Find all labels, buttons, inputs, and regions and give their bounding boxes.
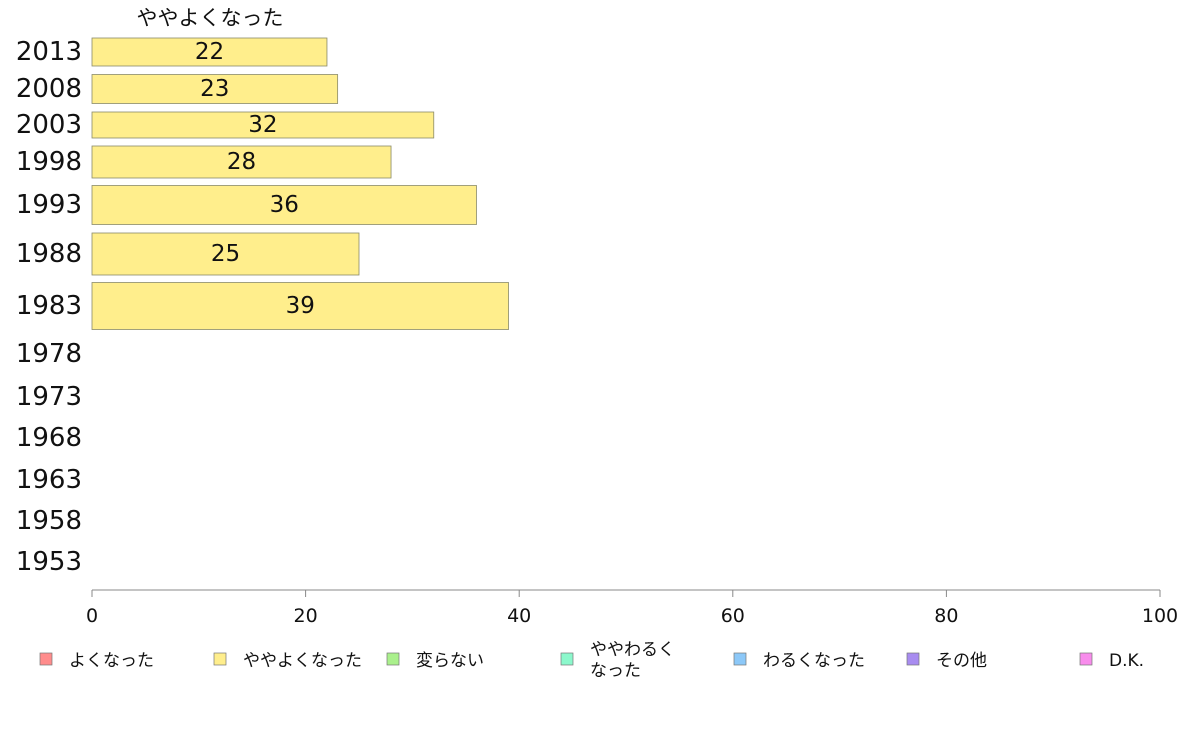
bar-value-label-1983: 39 [286, 293, 315, 319]
legend-label-4: わるくなった [763, 651, 865, 671]
legend: よくなった ややよくなった 変らない ややわるくなった わるくなった その他 D.K. [39, 640, 1144, 681]
bar-value-label-1988: 25 [211, 241, 240, 267]
y-tick-label-1968: 1968 [16, 423, 82, 453]
legend-swatch-5 [906, 652, 920, 666]
y-tick-label-1993: 1993 [16, 190, 82, 220]
y-tick-label-1998: 1998 [16, 147, 82, 177]
legend-label-5: その他 [936, 651, 987, 671]
legend-swatch-4 [733, 652, 747, 666]
legend-swatch-3 [560, 652, 574, 666]
x-tick-label-40: 40 [507, 605, 531, 627]
bar-value-label-1993: 36 [270, 192, 299, 218]
bars-group: 22 23 32 28 36 25 39 [91, 37, 509, 330]
bar-2013 [91, 37, 328, 67]
x-tick-label-80: 80 [934, 605, 958, 627]
legend-label-3: ややわるくなった [590, 640, 675, 681]
y-tick-label-2008: 2008 [16, 74, 82, 104]
x-axis: 0 20 40 60 80 100 [86, 589, 1178, 627]
y-axis-labels: 2013 2008 2003 1998 1993 1988 1983 1978 1973 1968… [16, 37, 82, 577]
y-tick-label-1953: 1953 [16, 547, 82, 577]
x-tick-label-100: 100 [1142, 605, 1178, 627]
chart-title: ややよくなった [137, 6, 284, 30]
y-tick-label-1973: 1973 [16, 382, 82, 412]
bar-1983 [91, 282, 509, 330]
legend-swatch-2 [386, 652, 400, 666]
y-tick-label-1978: 1978 [16, 339, 82, 369]
x-tick-label-60: 60 [721, 605, 745, 627]
bar-value-label-2008: 23 [200, 76, 229, 102]
legend-label-2: 変らない [416, 651, 484, 671]
bar-1988 [91, 232, 360, 276]
legend-swatch-0 [39, 652, 53, 666]
y-tick-label-1988: 1988 [16, 239, 82, 269]
y-tick-label-1963: 1963 [16, 465, 82, 495]
bar-value-label-2003: 32 [248, 112, 277, 138]
legend-label-6: D.K. [1109, 651, 1144, 671]
legend-label-1: ややよくなった [243, 651, 362, 671]
legend-label-0: よくなった [69, 651, 154, 671]
bar-2003 [91, 111, 435, 139]
x-tick-label-20: 20 [294, 605, 318, 627]
bar-2008 [91, 74, 339, 104]
y-tick-label-1983: 1983 [16, 291, 82, 321]
bar-value-label-1998: 28 [227, 149, 256, 175]
x-tick-label-0: 0 [86, 605, 98, 627]
legend-swatch-1 [213, 652, 227, 666]
bar-value-label-2013: 22 [195, 39, 224, 65]
bar-1998 [91, 145, 392, 179]
y-tick-label-2003: 2003 [16, 110, 82, 140]
y-tick-label-1958: 1958 [16, 506, 82, 536]
legend-swatch-6 [1079, 652, 1093, 666]
bar-1993 [91, 185, 477, 225]
y-tick-label-2013: 2013 [16, 37, 82, 67]
